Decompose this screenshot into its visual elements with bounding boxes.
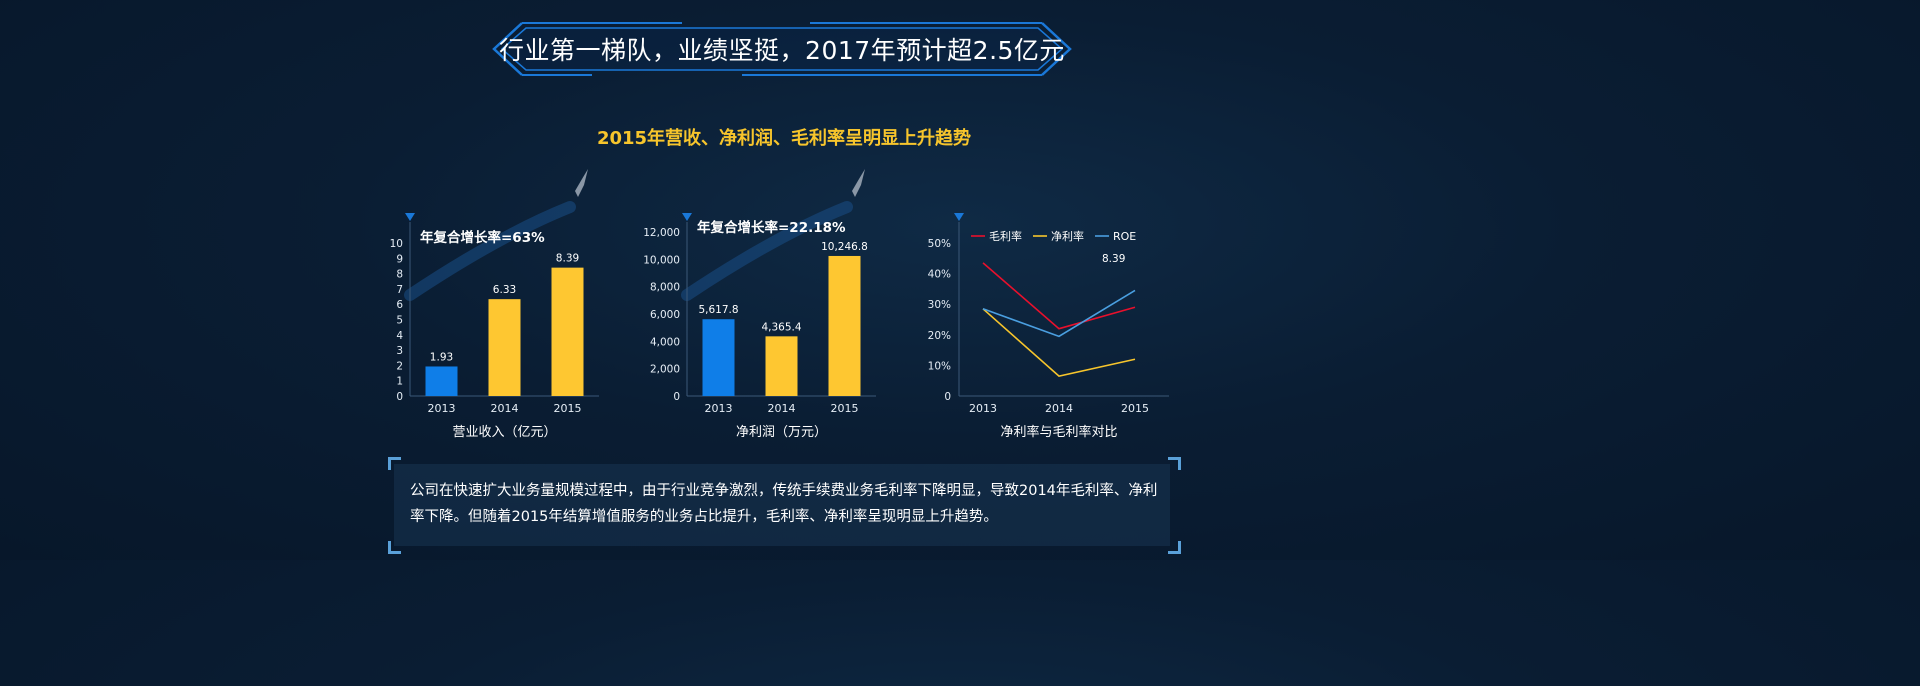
chart0-y-tick-label: 8: [396, 269, 403, 281]
chart1-y-tick-label: 12,000: [643, 227, 680, 239]
chart1-axis-arrow-icon: [682, 213, 692, 221]
chart2-series-line-1: [982, 308, 1136, 377]
chart1-y-tick-label: 10,000: [643, 254, 680, 266]
chart0-rocket-icon: [575, 169, 588, 197]
chart2-legend-label-2: ROE: [1113, 230, 1136, 243]
chart0-swoosh: [404, 201, 576, 301]
chart0-bar-2014: [488, 299, 521, 396]
chart1-y-tick-label: 4,000: [650, 336, 680, 348]
chart1-bar-2014: [765, 336, 798, 396]
net-profit-chart: 0 2,000 4,000 6,000 8,000 10,000 12,000 5,617.8…: [643, 165, 890, 450]
chart0-bar-2013: [425, 366, 458, 396]
chart1-data-label-2015: 10,246.8: [821, 241, 868, 253]
chart1-x-tick-label-2013: 2013: [705, 402, 733, 415]
chart0-axis-arrow-icon: [405, 213, 415, 221]
chart0-data-label-2013: 1.93: [430, 351, 453, 363]
revenue-chart: 0 1 2 3 4 5 6 7 8 9 10 1.93 2013 6.33 2014 8.39 2015 年复合增…: [380, 165, 620, 450]
chart1-swoosh: [681, 201, 853, 301]
note-corner-bottom-right: [1168, 541, 1181, 554]
chart1-bar-2013: [702, 319, 735, 396]
chart0-y-tick-label: 5: [396, 315, 403, 327]
chart2-x-tick-label-2013: 2013: [969, 402, 997, 415]
chart1-y-tick-label: 6,000: [650, 309, 680, 321]
chart1-x-tick-label-2014: 2014: [768, 402, 796, 415]
chart1-data-label-2014: 4,365.4: [761, 321, 801, 333]
chart0-y-tick-label: 10: [390, 238, 403, 250]
chart2-y-tick-label: 0: [944, 391, 951, 403]
summary-box: 公司在快速扩大业务量规模过程中，由于行业竞争激烈，传统手续费业务毛利率下降明显，…: [394, 464, 1170, 546]
chart1-y-tick-label: 2,000: [650, 364, 680, 376]
chart0-data-label-2014: 6.33: [493, 284, 516, 296]
chart1-y-tick-label: 0: [673, 391, 680, 403]
chart2-axis-arrow-icon: [954, 213, 964, 221]
revenue-chart-svg: 0 1 2 3 4 5 6 7 8 9 10 1.93 2013 6.33 2014 8.39 2015 年复合增…: [390, 169, 599, 440]
chart0-x-axis-label: 营业收入（亿元）: [452, 425, 556, 440]
chart2-series-line-0: [982, 262, 1136, 330]
summary-text: 公司在快速扩大业务量规模过程中，由于行业竞争激烈，传统手续费业务毛利率下降明显，…: [410, 483, 1158, 525]
chart2-legend-label-1: 净利率: [1051, 229, 1084, 243]
chart0-y-tick-label: 3: [396, 345, 403, 357]
chart2-legend-label-0: 毛利率: [989, 229, 1022, 243]
chart2-annotation: 8.39: [1102, 253, 1125, 265]
chart0-y-tick-label: 1: [396, 376, 403, 388]
chart0-y-tick-label: 0: [396, 391, 403, 403]
chart1-y-tick-label: 8,000: [650, 282, 680, 294]
note-corner-top-left: [388, 457, 401, 470]
chart2-y-tick-label: 20%: [928, 330, 951, 342]
chart2-series-line-2: [982, 289, 1136, 338]
chart2-x-tick-label-2015: 2015: [1121, 402, 1149, 415]
margin-chart: 0 10% 20% 30% 40% 50% 2013 2014 2015 毛利率 净利率 ROE 8.3…: [920, 165, 1180, 450]
margin-chart-svg: 0 10% 20% 30% 40% 50% 2013 2014 2015 毛利率 净利率 ROE 8.3…: [928, 213, 1169, 440]
chart0-x-tick-label-2013: 2013: [428, 402, 456, 415]
note-corner-bottom-left: [388, 541, 401, 554]
chart0-x-tick-label-2015: 2015: [554, 402, 582, 415]
chart0-data-label-2015: 8.39: [556, 253, 579, 265]
chart1-data-label-2013: 5,617.8: [698, 304, 738, 316]
chart0-y-tick-label: 6: [396, 299, 403, 311]
net-profit-chart-svg: 0 2,000 4,000 6,000 8,000 10,000 12,000 5,617.8…: [643, 169, 876, 440]
chart1-growth-annotation: 年复合增长率=22.18%: [697, 219, 846, 236]
chart0-y-tick-label: 4: [396, 330, 403, 342]
page-subtitle: 2015年营收、净利润、毛利率呈明显上升趋势: [596, 128, 972, 149]
chart0-bar-2015: [551, 267, 584, 396]
chart2-y-tick-label: 30%: [928, 299, 951, 311]
chart0-y-tick-label: 7: [396, 284, 403, 296]
chart0-y-tick-label: 9: [396, 253, 403, 265]
title-banner: 行业第一梯队，业绩坚挺，2017年预计超2.5亿元: [492, 20, 1072, 78]
chart2-y-tick-label: 10%: [928, 360, 951, 372]
chart2-x-axis-label: 净利率与毛利率对比: [1000, 424, 1117, 440]
chart0-growth-annotation: 年复合增长率=63%: [420, 229, 545, 246]
chart2-x-tick-label-2014: 2014: [1045, 402, 1073, 415]
note-corner-top-right: [1168, 457, 1181, 470]
slide: 行业第一梯队，业绩坚挺，2017年预计超2.5亿元 2015年营收、净利润、毛利…: [380, 20, 1181, 554]
chart2-y-tick-label: 50%: [928, 238, 951, 250]
chart1-x-tick-label-2015: 2015: [831, 402, 859, 415]
chart0-x-tick-label-2014: 2014: [491, 402, 519, 415]
chart2-y-tick-label: 40%: [928, 269, 951, 281]
page-title: 行业第一梯队，业绩坚挺，2017年预计超2.5亿元: [499, 36, 1065, 65]
chart1-rocket-icon: [852, 169, 865, 197]
chart1-x-axis-label: 净利润（万元）: [736, 425, 827, 440]
chart0-y-tick-label: 2: [396, 360, 403, 372]
chart1-bar-2015: [828, 255, 861, 396]
